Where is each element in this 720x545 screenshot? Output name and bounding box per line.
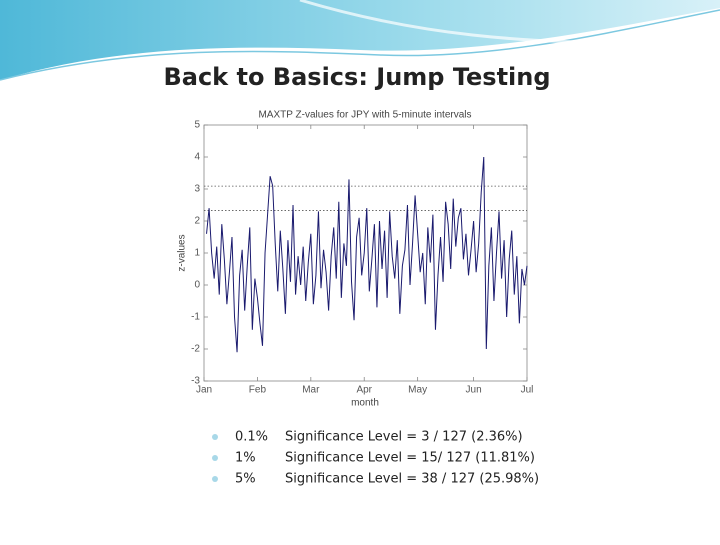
y-tick-label: -3: [191, 376, 200, 387]
header-wave-line: [0, 9, 720, 81]
x-tick-label: May: [408, 385, 427, 396]
x-tick-label: Mar: [302, 385, 320, 396]
bullet-level: 5%: [235, 472, 256, 487]
y-axis-label: z-values: [177, 234, 188, 271]
bullet-dot: [212, 455, 218, 461]
y-tick-label: 4: [194, 152, 200, 163]
y-tick-label: -2: [191, 344, 200, 355]
plot-frame: [203, 124, 528, 382]
y-tick-label: 3: [194, 184, 200, 195]
bullet-dot: [212, 434, 218, 440]
data-line: [206, 156, 528, 353]
bullet-level: 0.1%: [235, 430, 268, 445]
x-tick-label: Jun: [466, 385, 482, 396]
x-tick-label: Apr: [356, 385, 372, 396]
slide-title: Back to Basics: Jump Testing: [163, 63, 550, 91]
y-tick-label: -1: [191, 312, 200, 323]
header-wave: [0, 0, 720, 80]
x-tick-label: Feb: [249, 385, 267, 396]
bullet-text: Significance Level = 15/ 127 (11.81%): [285, 451, 535, 466]
y-tick-label: 5: [194, 120, 200, 131]
bullet-text: Significance Level = 38 / 127 (25.98%): [285, 472, 539, 487]
bullet-dot: [212, 476, 218, 482]
chart-title: MAXTP Z-values for JPY with 5-minute int…: [258, 110, 471, 121]
x-axis-label: month: [351, 398, 379, 409]
y-tick-label: 2: [194, 216, 200, 227]
bullet-level: 1%: [235, 451, 256, 466]
x-tick-label: Jul: [521, 385, 534, 396]
bullet-text: Significance Level = 3 / 127 (2.36%): [285, 430, 523, 445]
x-tick-label: Jan: [196, 385, 212, 396]
header-wave-highlight: [299, 0, 720, 45]
y-tick-label: 0: [194, 280, 200, 291]
y-tick-label: 1: [194, 248, 200, 259]
